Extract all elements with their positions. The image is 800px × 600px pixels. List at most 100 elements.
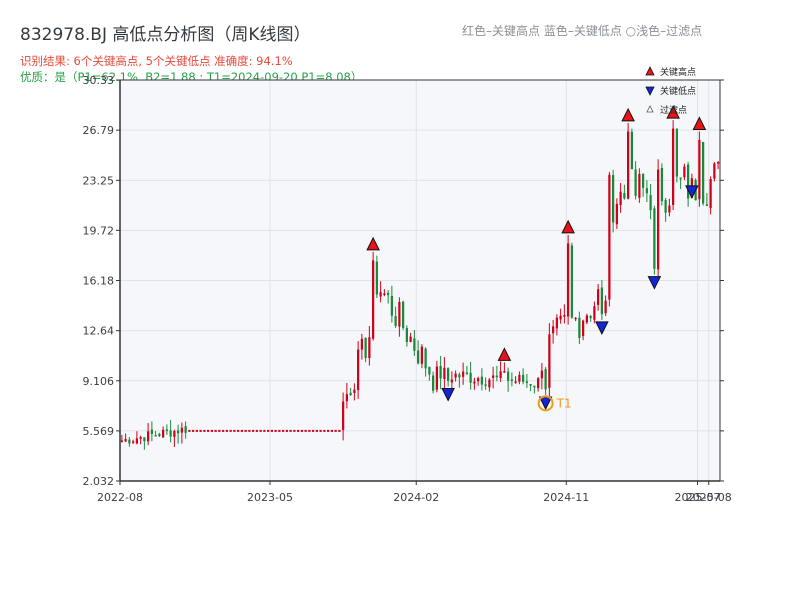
candle-body	[499, 371, 502, 379]
candle-body	[679, 177, 682, 180]
key-high-marker	[666, 104, 680, 119]
key-low-marker	[685, 185, 699, 199]
key-high-marker	[692, 116, 707, 130]
candle-body	[657, 169, 660, 270]
candle-body	[357, 349, 360, 391]
candle-body	[615, 203, 618, 225]
candle-body	[424, 348, 427, 369]
key-high-marker	[497, 347, 512, 361]
candle-body	[544, 369, 547, 390]
candle-body	[559, 315, 562, 320]
candle-body	[555, 317, 558, 329]
y-tick-label: 2.032	[83, 475, 115, 488]
y-tick-label: 30.33	[83, 74, 115, 87]
candle-body	[135, 438, 138, 444]
candle-body	[529, 384, 532, 386]
candle-body	[420, 346, 423, 364]
legend-low-icon	[645, 86, 655, 96]
candle-body	[177, 430, 180, 434]
candle-body	[683, 166, 686, 178]
x-tick-label: 2025-07	[675, 491, 721, 504]
candle-body	[409, 336, 412, 342]
candle-body	[672, 128, 675, 205]
candle-body	[600, 287, 603, 315]
candle-body	[585, 315, 588, 323]
candle-body	[668, 205, 671, 213]
candle-body	[143, 437, 146, 442]
legend-label: 关键低点	[660, 85, 696, 97]
y-tick-label: 16.18	[83, 275, 115, 288]
candle-body	[387, 292, 390, 296]
candle-body	[649, 195, 652, 211]
candle-body	[540, 370, 543, 379]
candle-body	[394, 316, 397, 326]
candle-body	[698, 139, 701, 200]
legend-label: 过滤点	[660, 104, 687, 116]
candle-body	[604, 300, 607, 314]
y-tick-label: 23.25	[83, 174, 115, 187]
candle-body	[477, 378, 480, 382]
candle-body	[510, 379, 513, 381]
candle-body	[372, 260, 375, 339]
candle-body	[705, 204, 708, 206]
candle-body	[492, 375, 495, 378]
candle-body	[552, 326, 555, 334]
candle-body	[589, 316, 592, 319]
candle-body	[447, 368, 450, 381]
key-low-marker	[441, 388, 455, 402]
candle-body	[398, 302, 401, 327]
candle-body	[390, 295, 393, 316]
candle-body	[413, 338, 416, 351]
candle-body	[120, 440, 123, 442]
legend-high-icon	[645, 66, 655, 76]
candle-body	[608, 174, 611, 300]
candle-body	[495, 375, 498, 378]
t1-label: T1	[556, 396, 572, 410]
candle-body	[503, 370, 506, 373]
candle-body	[533, 385, 536, 388]
candle-body	[364, 337, 367, 358]
candle-body	[462, 371, 465, 377]
candle-body	[597, 289, 600, 305]
candle-body	[353, 389, 356, 394]
candle-body	[574, 317, 577, 320]
key-high-marker	[621, 107, 635, 122]
candle-body	[184, 426, 187, 433]
candle-body	[342, 401, 345, 431]
legend-filtered-icon	[646, 105, 654, 113]
candle-body	[653, 208, 656, 269]
candle-body	[405, 328, 408, 343]
y-tick-label: 5.569	[83, 425, 115, 438]
candle-body	[154, 434, 157, 437]
y-tick-label: 12.64	[83, 325, 115, 338]
candle-body	[593, 306, 596, 320]
candle-body	[349, 392, 352, 396]
candle-body	[443, 367, 446, 380]
candle-body	[709, 178, 712, 208]
candle-body	[627, 131, 630, 199]
x-tick-label: 2022-08	[97, 491, 143, 504]
candle-body	[578, 317, 581, 338]
candle-body	[664, 199, 667, 213]
candle-body	[630, 131, 633, 170]
x-tick-label: 2023-05	[247, 491, 293, 504]
candle-body	[124, 439, 127, 442]
candle-body	[537, 378, 540, 389]
y-tick-label: 26.79	[83, 124, 115, 137]
candle-body	[169, 430, 172, 437]
key-high-marker	[366, 236, 380, 251]
candle-body	[612, 175, 615, 223]
candle-body	[717, 162, 720, 164]
candle-body	[514, 381, 517, 383]
y-tick-label: 19.72	[83, 224, 115, 237]
candle-body	[173, 431, 176, 437]
candle-body	[473, 381, 476, 384]
candle-body	[402, 301, 405, 329]
candle-body	[432, 375, 435, 391]
candle-body	[458, 374, 461, 378]
candle-body	[525, 381, 528, 383]
chart-title: 832978.BJ 高低点分析图（周K线图）	[20, 25, 311, 45]
candle-body	[623, 193, 626, 199]
